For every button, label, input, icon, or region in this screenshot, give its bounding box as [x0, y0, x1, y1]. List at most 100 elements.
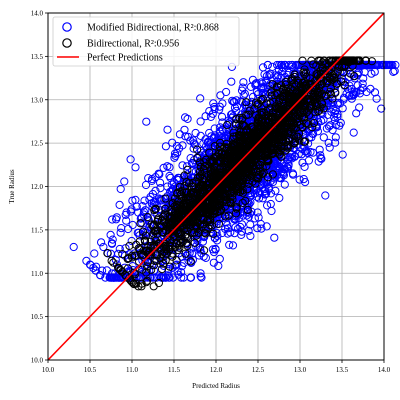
scatter-point	[148, 189, 157, 199]
scatter-point	[354, 67, 363, 77]
scatter-point	[196, 94, 205, 103]
x-tick-label: 14.0	[378, 366, 391, 374]
scatter-point	[307, 101, 316, 111]
y-tick-label: 14.0	[31, 10, 44, 18]
y-tick-label: 12.0	[31, 183, 44, 191]
scatter-point	[297, 104, 306, 113]
scatter-point	[350, 56, 359, 65]
scatter-point	[214, 219, 223, 228]
legend-box	[52, 16, 240, 67]
scatter-point	[161, 273, 170, 282]
scatter-point	[223, 229, 232, 238]
scatter-point	[226, 158, 235, 167]
scatter-point	[193, 145, 202, 154]
scatter-point	[214, 261, 223, 271]
scatter-point	[245, 102, 254, 111]
legend-marker-bidirectional	[62, 38, 72, 48]
scatter-point	[273, 60, 282, 70]
scatter-point	[349, 128, 358, 137]
scatter-point	[124, 224, 133, 234]
scatter-point	[107, 239, 117, 248]
scatter-point	[116, 184, 125, 194]
scatter-point	[196, 117, 205, 126]
scatter-point	[201, 112, 210, 121]
scatter-point	[271, 186, 280, 195]
scatter-point	[237, 86, 247, 95]
scatter-point	[195, 173, 204, 182]
scatter-point	[127, 277, 136, 286]
scatter-point	[266, 189, 276, 198]
scatter-point	[203, 144, 212, 153]
scatter-point	[328, 63, 337, 72]
scatter-point	[297, 105, 307, 114]
scatter-point	[307, 90, 316, 99]
scatter-point	[237, 227, 246, 236]
scatter-point	[221, 153, 230, 162]
scatter-point	[285, 60, 294, 70]
scatter-point	[210, 133, 219, 142]
y-tick-label: 11.0	[31, 270, 43, 278]
scatter-point	[178, 206, 187, 215]
x-tick-label: 10.0	[42, 366, 55, 374]
scatter-point	[288, 60, 297, 70]
scatter-point	[154, 169, 163, 178]
scatter-point	[188, 189, 197, 198]
scatter-point	[209, 165, 218, 174]
scatter-point	[131, 195, 140, 204]
scatter-point	[161, 204, 170, 213]
scatter-point	[235, 187, 244, 197]
scatter-point	[271, 71, 280, 80]
scatter-point	[255, 160, 264, 169]
scatter-point	[267, 88, 276, 97]
scatter-point	[169, 233, 178, 242]
scatter-point	[183, 114, 192, 124]
x-axis-title: Predicted Radius	[192, 382, 240, 390]
scatter-point	[286, 123, 295, 132]
scatter-point	[313, 127, 322, 136]
scatter-point	[244, 167, 253, 176]
scatter-point	[230, 188, 239, 197]
scatter-point	[238, 97, 247, 107]
scatter-point	[178, 238, 187, 247]
scatter-point	[195, 199, 204, 208]
scatter-point	[235, 113, 244, 122]
scatter-point	[246, 220, 255, 229]
scatter-point	[237, 230, 246, 239]
scatter-point	[270, 233, 279, 242]
scatter-point	[291, 93, 300, 102]
scatter-point	[221, 212, 230, 221]
scatter-point	[184, 179, 193, 188]
scatter-point	[160, 251, 169, 261]
scatter-point	[203, 180, 212, 190]
scatter-point	[332, 120, 341, 130]
scatter-point	[281, 146, 290, 155]
scatter-point	[377, 104, 386, 113]
scatter-point	[248, 153, 258, 162]
scatter-point	[176, 210, 185, 219]
scatter-point	[221, 125, 231, 134]
scatter-point	[193, 236, 202, 245]
scatter-point	[292, 132, 301, 141]
scatter-point	[137, 282, 146, 291]
scatter-point	[289, 170, 298, 179]
scatter-point	[321, 70, 330, 79]
scatter-point	[139, 246, 148, 255]
scatter-point	[328, 98, 337, 107]
scatter-point	[116, 265, 125, 274]
scatter-point	[152, 256, 161, 265]
scatter-point	[181, 249, 190, 258]
scatter-point	[175, 144, 184, 153]
scatter-point	[241, 159, 250, 168]
scatter-point	[295, 175, 304, 184]
scatter-point	[237, 115, 246, 125]
y-tick-label: 10.0	[31, 357, 44, 365]
scatter-point	[325, 143, 334, 152]
scatter-point	[298, 78, 307, 87]
scatter-point	[306, 74, 315, 83]
scatter-point	[218, 125, 227, 134]
scatter-point	[274, 118, 283, 127]
scatter-point	[224, 211, 233, 220]
x-tick-label: 11.0	[126, 366, 138, 374]
scatter-point	[345, 56, 354, 65]
scatter-point	[176, 201, 185, 210]
